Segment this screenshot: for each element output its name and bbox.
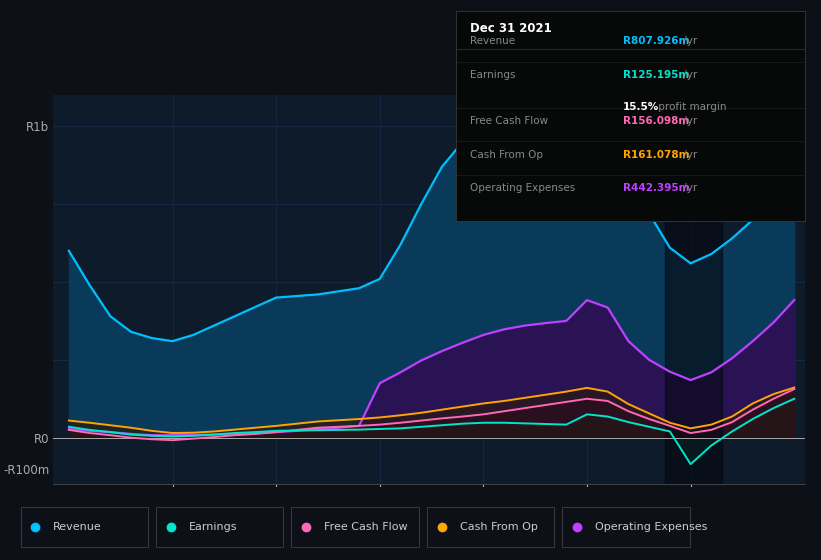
Text: /yr: /yr xyxy=(680,70,697,80)
Text: R156.098m: R156.098m xyxy=(623,116,690,126)
Text: Cash From Op: Cash From Op xyxy=(460,522,538,532)
Text: /yr: /yr xyxy=(680,116,697,126)
Text: R807.926m: R807.926m xyxy=(623,36,690,46)
Text: Revenue: Revenue xyxy=(470,36,515,46)
Text: /yr: /yr xyxy=(680,184,697,193)
Text: R442.395m: R442.395m xyxy=(623,184,690,193)
Bar xyxy=(665,95,722,484)
Text: /yr: /yr xyxy=(680,36,697,46)
Text: Dec 31 2021: Dec 31 2021 xyxy=(470,22,552,35)
Text: profit margin: profit margin xyxy=(654,101,726,111)
Text: R161.078m: R161.078m xyxy=(623,150,690,160)
Text: Earnings: Earnings xyxy=(470,70,515,80)
Text: Revenue: Revenue xyxy=(53,522,102,532)
Text: /yr: /yr xyxy=(680,150,697,160)
Text: R125.195m: R125.195m xyxy=(623,70,690,80)
Text: 15.5%: 15.5% xyxy=(623,101,659,111)
Text: Operating Expenses: Operating Expenses xyxy=(595,522,708,532)
Text: Free Cash Flow: Free Cash Flow xyxy=(324,522,408,532)
Text: Operating Expenses: Operating Expenses xyxy=(470,184,575,193)
Text: Free Cash Flow: Free Cash Flow xyxy=(470,116,548,126)
Text: Earnings: Earnings xyxy=(189,522,237,532)
Text: Cash From Op: Cash From Op xyxy=(470,150,543,160)
